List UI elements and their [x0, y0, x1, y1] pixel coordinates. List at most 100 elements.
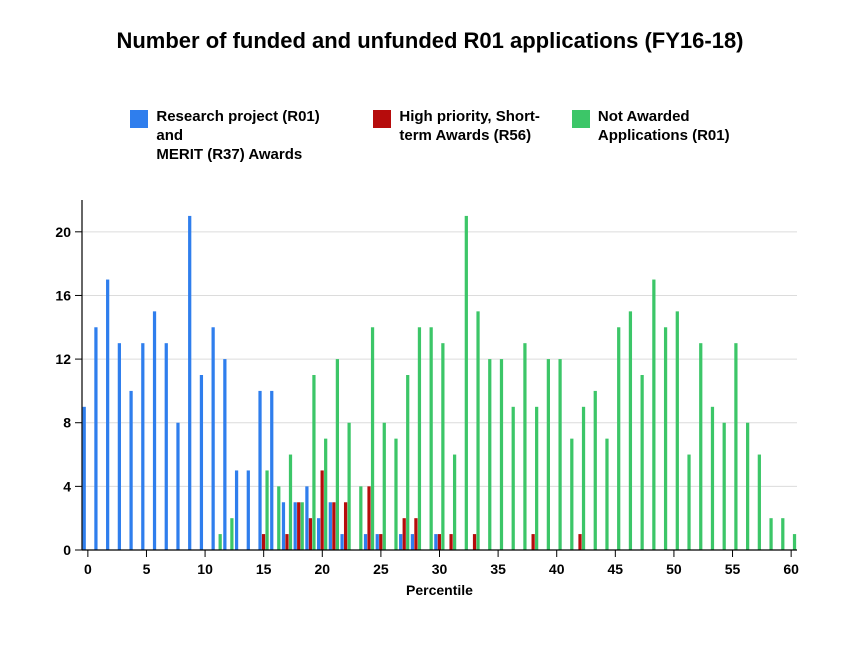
- bar: [344, 502, 347, 550]
- bar: [188, 216, 191, 550]
- svg-text:35: 35: [490, 561, 506, 577]
- bar: [317, 518, 320, 550]
- bar: [301, 502, 304, 550]
- svg-text:4: 4: [63, 478, 71, 494]
- bar: [294, 502, 297, 550]
- legend: Research project (R01) and MERIT (R37) A…: [0, 108, 860, 164]
- legend-swatch-r56: [373, 110, 391, 128]
- bar: [535, 407, 538, 550]
- svg-text:16: 16: [55, 287, 71, 303]
- svg-text:15: 15: [256, 561, 272, 577]
- svg-text:40: 40: [549, 561, 565, 577]
- bar: [106, 280, 109, 550]
- bar: [332, 502, 335, 550]
- bar: [488, 359, 491, 550]
- bar: [282, 502, 285, 550]
- svg-text:10: 10: [197, 561, 213, 577]
- bar: [340, 534, 343, 550]
- legend-item: High priority, Short- term Awards (R56): [373, 108, 540, 146]
- legend-item: Not Awarded Applications (R01): [572, 108, 730, 146]
- bar: [235, 470, 238, 550]
- svg-text:12: 12: [55, 351, 71, 367]
- bar: [734, 343, 737, 550]
- bar: [641, 375, 644, 550]
- bar: [711, 407, 714, 550]
- svg-text:30: 30: [432, 561, 448, 577]
- bar: [376, 534, 379, 550]
- bar: [570, 439, 573, 550]
- bar: [336, 359, 339, 550]
- bar: [165, 343, 168, 550]
- bar: [629, 311, 632, 550]
- bar: [289, 455, 292, 550]
- legend-swatch-r01: [130, 110, 148, 128]
- bar: [359, 486, 362, 550]
- bar: [371, 327, 374, 550]
- bar: [500, 359, 503, 550]
- bar: [305, 486, 308, 550]
- bar: [523, 343, 526, 550]
- legend-label: High priority, Short- term Awards (R56): [399, 108, 540, 146]
- chart-container: Number of funded and unfunded R01 applic…: [0, 0, 860, 657]
- bar: [781, 518, 784, 550]
- bar: [465, 216, 468, 550]
- bar: [512, 407, 515, 550]
- bar: [582, 407, 585, 550]
- bar: [403, 518, 406, 550]
- svg-text:55: 55: [725, 561, 741, 577]
- bar: [532, 534, 535, 550]
- bar: [434, 534, 437, 550]
- bar: [438, 534, 441, 550]
- bar: [547, 359, 550, 550]
- bar: [379, 534, 382, 550]
- bar: [617, 327, 620, 550]
- svg-text:20: 20: [55, 224, 71, 240]
- chart-svg: 048121620051015202530354045505560: [82, 200, 797, 590]
- legend-label: Research project (R01) and MERIT (R37) A…: [156, 108, 341, 164]
- bar: [411, 534, 414, 550]
- bar: [324, 439, 327, 550]
- bar: [758, 455, 761, 550]
- bar: [347, 423, 350, 550]
- bar: [414, 518, 417, 550]
- bar: [141, 343, 144, 550]
- bar: [746, 423, 749, 550]
- svg-text:0: 0: [63, 542, 71, 558]
- bar: [364, 534, 367, 550]
- legend-item: Research project (R01) and MERIT (R37) A…: [130, 108, 341, 164]
- bar: [394, 439, 397, 550]
- bar: [309, 518, 312, 550]
- bar: [312, 375, 315, 550]
- bar: [441, 343, 444, 550]
- bar: [418, 327, 421, 550]
- bar: [129, 391, 132, 550]
- bar: [200, 375, 203, 550]
- bar: [230, 518, 233, 550]
- bar: [687, 455, 690, 550]
- bar: [262, 534, 265, 550]
- bar: [247, 470, 250, 550]
- bar: [329, 502, 332, 550]
- bar: [94, 327, 97, 550]
- bar: [449, 534, 452, 550]
- bar: [367, 486, 370, 550]
- bar: [153, 311, 156, 550]
- legend-swatch-notawarded: [572, 110, 590, 128]
- bar: [699, 343, 702, 550]
- bar: [383, 423, 386, 550]
- svg-text:50: 50: [666, 561, 682, 577]
- svg-text:5: 5: [143, 561, 151, 577]
- bar: [321, 470, 324, 550]
- bar: [676, 311, 679, 550]
- bar: [664, 327, 667, 550]
- bar: [212, 327, 215, 550]
- svg-text:20: 20: [314, 561, 330, 577]
- bar: [270, 391, 273, 550]
- bar: [297, 502, 300, 550]
- legend-label: Not Awarded Applications (R01): [598, 108, 730, 146]
- bar: [558, 359, 561, 550]
- bar: [605, 439, 608, 550]
- bar: [223, 359, 226, 550]
- bar: [277, 486, 280, 550]
- plot-area: 048121620051015202530354045505560: [82, 200, 797, 550]
